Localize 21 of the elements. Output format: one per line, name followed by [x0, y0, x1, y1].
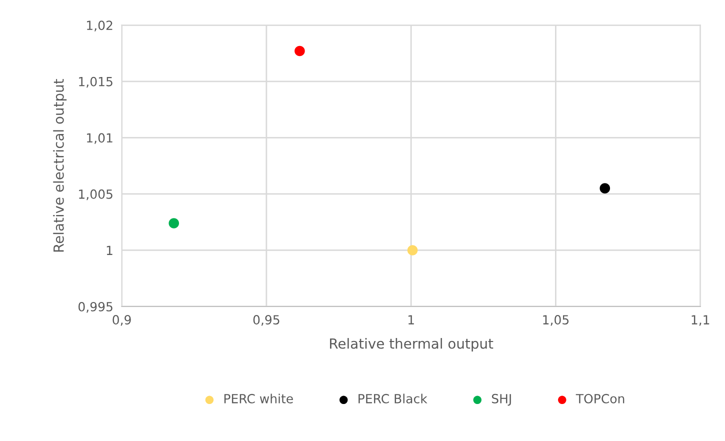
legend-label: TOPCon: [576, 394, 624, 404]
y-tick-label: 1,015: [79, 76, 112, 88]
y-axis-title: Relative electrical output: [53, 79, 67, 252]
legend-label: PERC Black: [358, 394, 428, 404]
x-tick-label: 0,9: [112, 315, 131, 326]
y-tick-label: 1,005: [79, 189, 112, 200]
point: [407, 245, 418, 256]
point: [600, 183, 610, 194]
legend-label: SHJ: [492, 394, 511, 406]
x-axis-title: Relative thermal output: [330, 338, 494, 352]
point: [168, 218, 180, 228]
y-tick-label: 1,02: [87, 20, 112, 32]
x-tick-label: 0,95: [253, 315, 280, 326]
y-tick-label: 0,995: [78, 302, 112, 313]
x-tick-label: 1: [408, 315, 414, 324]
x-tick-label: 1,1: [692, 315, 710, 326]
y-tick-label: 1,01: [87, 133, 112, 144]
point: [294, 46, 305, 56]
x-tick-label: 1,05: [543, 315, 569, 326]
y-tick-label: 1: [106, 246, 112, 255]
legend-label: PERC white: [224, 394, 293, 404]
